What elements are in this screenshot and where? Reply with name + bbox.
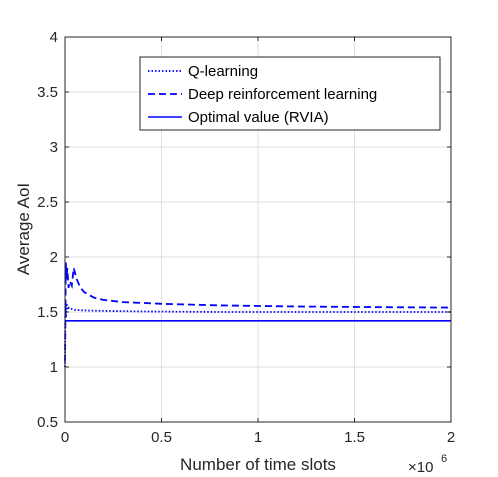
y-axis-label: Average AoI: [14, 183, 33, 275]
legend-box: [139, 56, 441, 131]
legend-label: Optimal value (RVIA): [188, 109, 329, 126]
y-tick-label: 3: [50, 139, 58, 156]
legend-label: Q-learning: [188, 63, 258, 80]
x-multiplier-exponent: 6: [441, 453, 447, 465]
x-tick-label: 1: [254, 429, 262, 446]
y-tick-label: 3.5: [37, 84, 58, 101]
y-tick-label: 4: [50, 29, 58, 46]
series-line-dashed: [64, 262, 452, 362]
y-tick-label: 1.5: [37, 304, 58, 321]
x-axis-label: Number of time slots: [180, 455, 336, 474]
y-tick-label: 2: [50, 249, 58, 266]
x-tick-label: 0.5: [151, 429, 172, 446]
y-axis-ticks: 0.5 1 1.5 2 2.5 3 3.5 4: [37, 29, 451, 431]
x-tick-label: 1.5: [344, 429, 365, 446]
legend-label: Deep reinforcement learning: [188, 86, 377, 103]
x-tick-label: 2: [447, 429, 455, 446]
legend: Q-learning Deep reinforcement learning Opt…: [139, 56, 441, 131]
y-tick-label: 2.5: [37, 194, 58, 211]
y-tick-label: 1: [50, 359, 58, 376]
x-tick-label: 0: [61, 429, 69, 446]
x-axis-ticks: 0 0.5 1 1.5 2: [61, 37, 455, 446]
series-group: [64, 262, 452, 368]
x-axis-multiplier: ×10 6: [408, 453, 447, 476]
y-tick-label: 0.5: [37, 414, 58, 431]
x-multiplier-base: ×10: [408, 459, 433, 476]
